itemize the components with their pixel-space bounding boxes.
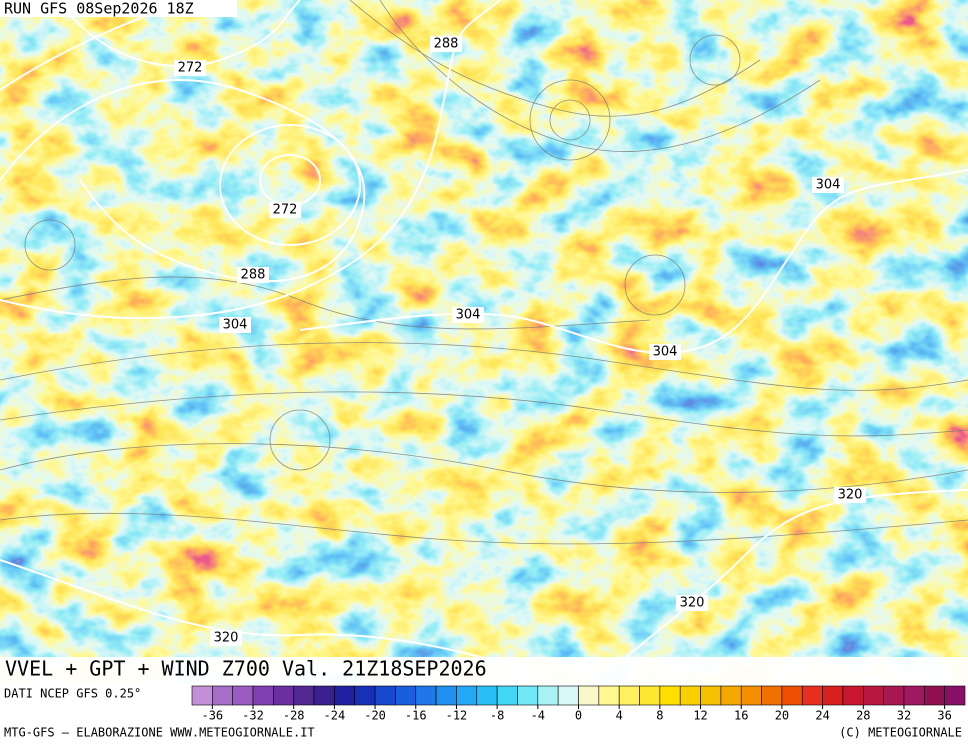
colorbar-tick-label: 4 bbox=[616, 709, 623, 723]
colorbar-swatch bbox=[496, 685, 518, 706]
colorbar-swatch bbox=[578, 685, 600, 706]
contour-label: 304 bbox=[456, 308, 481, 323]
contour-label-bg bbox=[237, 267, 269, 283]
colorbar-swatch bbox=[395, 685, 417, 706]
colorbar-tick-label: 20 bbox=[775, 709, 789, 723]
colorbar-swatch bbox=[212, 685, 233, 706]
colorbar-swatch bbox=[761, 685, 783, 706]
colorbar-swatch bbox=[252, 685, 274, 706]
colorbar-swatch bbox=[517, 685, 539, 706]
colorbar-tick-label: 36 bbox=[937, 709, 951, 723]
colorbar-tick-label: 12 bbox=[693, 709, 707, 723]
vertical-velocity-field bbox=[0, 0, 968, 683]
colorbar-tick-label: 24 bbox=[815, 709, 829, 723]
colorbar-tick-label: 28 bbox=[856, 709, 870, 723]
colorbar-swatch bbox=[273, 685, 295, 706]
contour-label: 320 bbox=[214, 631, 239, 646]
colorbar-swatch bbox=[801, 685, 823, 706]
contour-label-bg bbox=[676, 595, 708, 611]
contour-label-bg bbox=[452, 307, 484, 323]
colorbar-swatch bbox=[598, 685, 620, 706]
colorbar-swatch bbox=[537, 685, 559, 706]
colorbar-swatch bbox=[679, 685, 701, 706]
colorbar-swatch bbox=[781, 685, 803, 706]
contour-label-bg bbox=[269, 202, 301, 218]
colorbar-swatch bbox=[313, 685, 335, 706]
contour-label: 304 bbox=[816, 178, 841, 193]
contour-label-bg bbox=[174, 60, 206, 76]
contour-label: 272 bbox=[178, 61, 203, 76]
colorbar-tick-label: -20 bbox=[364, 709, 386, 723]
run-header: RUN GFS 08Sep2026 18Z bbox=[4, 0, 194, 18]
colorbar-swatch bbox=[232, 685, 254, 706]
contour-label-bg bbox=[430, 36, 462, 52]
colorbar-swatch bbox=[842, 685, 864, 706]
contour-label-bg bbox=[210, 630, 242, 646]
colorbar-tick-label: -16 bbox=[405, 709, 427, 723]
colorbar-swatch bbox=[415, 685, 437, 706]
contour-label: 272 bbox=[273, 203, 298, 218]
colorbar-swatch bbox=[456, 685, 478, 706]
colorbar-swatch bbox=[720, 685, 742, 706]
header-box bbox=[0, 0, 237, 17]
contour-labels: 288 272 272 288 304 304 304 304 320 320 320 bbox=[174, 36, 866, 646]
colorbar: -36 -32 -28 -24 -20 -16 -12 -8 -4 0 4 8 12 16 20 24 28 32… bbox=[191, 685, 966, 723]
colorbar-tick-label: -36 bbox=[201, 709, 223, 723]
contour-label-bg bbox=[649, 344, 681, 360]
wind-streamlines bbox=[0, 0, 968, 545]
colorbar-swatch bbox=[639, 685, 661, 706]
colorbar-tick-label: 16 bbox=[734, 709, 748, 723]
contour-label-bg bbox=[219, 317, 251, 333]
contour-label-bg bbox=[834, 487, 866, 503]
colorbar-tick-label: 32 bbox=[897, 709, 911, 723]
map-title: VVEL + GPT + WIND Z700 Val. 21Z18SEP2026 bbox=[5, 657, 487, 681]
colorbar-swatch bbox=[883, 685, 905, 706]
colorbar-swatch bbox=[557, 685, 579, 706]
contour-label: 288 bbox=[434, 37, 459, 52]
colorbar-swatch bbox=[822, 685, 844, 706]
colorbar-swatch bbox=[944, 685, 966, 706]
title-box bbox=[0, 657, 968, 683]
colorbar-swatch bbox=[862, 685, 884, 706]
colorbar-swatch bbox=[435, 685, 457, 706]
footer-left: MTG-GFS — ELABORAZIONE WWW.METEOGIORNALE… bbox=[4, 726, 315, 740]
contour-label: 304 bbox=[653, 345, 678, 360]
colorbar-tick-label: -4 bbox=[531, 709, 545, 723]
colorbar-swatch bbox=[903, 685, 925, 706]
colorbar-tick-label: -24 bbox=[324, 709, 346, 723]
colorbar-swatch bbox=[700, 685, 722, 706]
contour-label: 320 bbox=[680, 596, 705, 611]
colorbar-swatch bbox=[191, 685, 213, 706]
colorbar-tick-label: -8 bbox=[490, 709, 504, 723]
colorbar-swatch bbox=[476, 685, 498, 706]
colorbar-tick-label: 8 bbox=[656, 709, 663, 723]
colorbar-swatch bbox=[354, 685, 376, 706]
colorbar-tick-label: 0 bbox=[575, 709, 582, 723]
colorbar-swatch bbox=[334, 685, 356, 706]
colorbar-swatch bbox=[740, 685, 762, 706]
contour-label: 288 bbox=[241, 268, 266, 283]
colorbar-swatch bbox=[924, 685, 945, 706]
colorbar-swatch bbox=[293, 685, 315, 706]
data-source: DATI NCEP GFS 0.25° bbox=[4, 687, 141, 701]
colorbar-tick-label: -32 bbox=[242, 709, 264, 723]
colorbar-swatch bbox=[659, 685, 681, 706]
colorbar-swatch bbox=[618, 685, 640, 706]
contour-label-bg bbox=[812, 177, 844, 193]
footer-right: (C) METEOGIORNALE bbox=[839, 726, 962, 740]
colorbar-swatch bbox=[374, 685, 396, 706]
contour-label: 304 bbox=[223, 318, 248, 333]
colorbar-tick-label: -28 bbox=[283, 709, 305, 723]
contour-label: 320 bbox=[838, 488, 863, 503]
colorbar-tick-label: -12 bbox=[446, 709, 468, 723]
